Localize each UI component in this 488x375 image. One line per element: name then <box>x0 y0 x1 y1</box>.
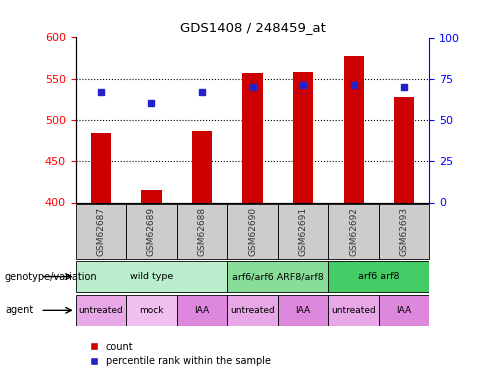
Text: GSM62688: GSM62688 <box>198 207 206 256</box>
Text: GSM62687: GSM62687 <box>97 207 105 256</box>
Text: untreated: untreated <box>79 306 123 315</box>
Bar <box>394 97 414 202</box>
Bar <box>379 204 429 259</box>
Text: GSM62693: GSM62693 <box>400 207 408 256</box>
Bar <box>142 190 162 202</box>
Bar <box>76 261 227 292</box>
Bar <box>177 204 227 259</box>
Bar <box>177 295 227 326</box>
Bar <box>278 204 328 259</box>
Bar <box>243 73 263 202</box>
Text: GSM62689: GSM62689 <box>147 207 156 256</box>
Text: mock: mock <box>139 306 163 315</box>
Text: genotype/variation: genotype/variation <box>5 272 98 282</box>
Text: GSM62691: GSM62691 <box>299 207 307 256</box>
Bar <box>379 295 429 326</box>
Bar <box>192 131 212 203</box>
Text: arf6/arf6 ARF8/arf8: arf6/arf6 ARF8/arf8 <box>232 272 324 281</box>
Bar <box>328 204 379 259</box>
Text: GSM62690: GSM62690 <box>248 207 257 256</box>
Bar <box>227 261 328 292</box>
Text: agent: agent <box>5 305 33 315</box>
Text: untreated: untreated <box>331 306 376 315</box>
Bar <box>76 295 126 326</box>
Text: GSM62692: GSM62692 <box>349 207 358 256</box>
Bar <box>126 204 177 259</box>
Bar <box>328 295 379 326</box>
Title: GDS1408 / 248459_at: GDS1408 / 248459_at <box>180 21 325 33</box>
Bar <box>227 295 278 326</box>
Text: IAA: IAA <box>397 306 412 315</box>
Bar <box>328 261 429 292</box>
Bar <box>227 204 278 259</box>
Text: wild type: wild type <box>130 272 173 281</box>
Bar <box>91 133 111 202</box>
Text: IAA: IAA <box>194 306 209 315</box>
Bar <box>278 295 328 326</box>
Text: arf6 arf8: arf6 arf8 <box>358 272 400 281</box>
Bar <box>344 56 364 202</box>
Bar <box>126 295 177 326</box>
Text: untreated: untreated <box>230 306 275 315</box>
Legend: count, percentile rank within the sample: count, percentile rank within the sample <box>90 342 271 366</box>
Text: IAA: IAA <box>296 306 311 315</box>
Bar <box>293 72 313 202</box>
Bar <box>76 204 126 259</box>
